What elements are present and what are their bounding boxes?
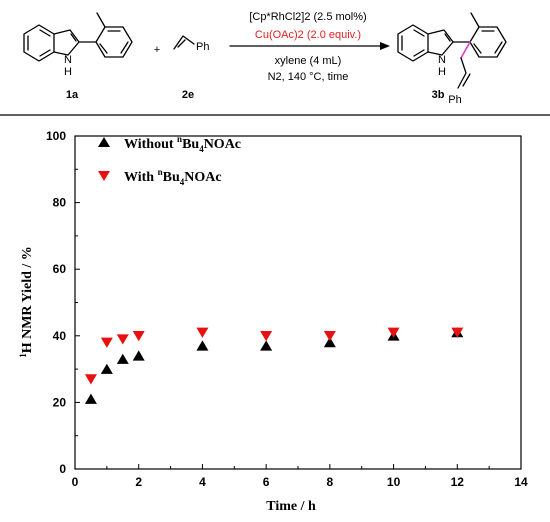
y-tick-label: 100	[46, 129, 66, 143]
catalyst-text: [Cp*RhCl2]2 (2.5 mol%)	[249, 11, 366, 23]
solvent-text: xylene (4 mL)	[275, 55, 342, 67]
point-with-nbu4noac	[196, 327, 209, 338]
reaction-scheme: N H 1a + Ph 2e [Cp*RhCl2]2 (2.5 mol%) Cu…	[23, 11, 507, 106]
x-tick-label: 2	[135, 475, 142, 489]
point-with-nbu4noac	[132, 331, 145, 342]
ph-label-3b: Ph	[448, 94, 461, 106]
point-with-nbu4noac	[84, 374, 97, 385]
point-with-nbu4noac	[260, 331, 273, 342]
y-tick-labels: 0 20 40 60 80 100	[46, 129, 66, 476]
ph-label-2e: Ph	[196, 41, 209, 53]
data-points	[84, 327, 464, 404]
compound-label-2e: 2e	[182, 89, 194, 101]
yield-chart: 0 2 4 6 8 10 12 14 0 20 40 60 80 100 Time / h 1H NMR…	[18, 129, 528, 514]
point-with-nbu4noac	[100, 337, 113, 348]
nh-h-label-3b: H	[438, 66, 446, 78]
compound-label-1a: 1a	[66, 89, 79, 101]
legend-label-with: With nBu4NOAc	[124, 167, 222, 187]
y-tick-label: 60	[53, 262, 67, 276]
legend-marker-triangle-up	[98, 137, 110, 147]
x-tick-label: 8	[327, 475, 334, 489]
point-with-nbu4noac	[451, 327, 464, 338]
plot-frame	[74, 135, 522, 470]
point-with-nbu4noac	[323, 331, 336, 342]
nh-n-label-3b: N	[438, 54, 446, 66]
chart-axes	[74, 135, 522, 470]
plus-sign: +	[154, 44, 160, 56]
x-tick-label: 14	[514, 475, 528, 489]
oxidant-text: Cu(OAc)2 (2.0 equiv.)	[255, 29, 361, 41]
structure-1a: N H	[23, 12, 133, 78]
structure-3b: N H Ph	[397, 12, 507, 106]
y-tick-label: 0	[59, 462, 66, 476]
x-tick-label: 12	[451, 475, 465, 489]
legend-entry-with: With nBu4NOAc	[98, 167, 222, 187]
reaction-arrow	[229, 42, 390, 50]
x-tick-label: 4	[199, 475, 206, 489]
y-tick-label: 40	[53, 329, 67, 343]
compound-label-3b: 3b	[432, 89, 445, 101]
x-tick-label: 0	[72, 475, 79, 489]
point-without-nbu4noac	[323, 337, 336, 348]
y-tick-label: 80	[53, 196, 67, 210]
structure-2e: Ph	[173, 35, 209, 53]
point-without-nbu4noac	[196, 340, 209, 351]
point-without-nbu4noac	[84, 393, 97, 404]
y-axis-title: 1H NMR Yield / %	[18, 246, 35, 358]
point-without-nbu4noac	[132, 350, 145, 361]
x-axis-title: Time / h	[266, 499, 316, 514]
conditions-text: N2, 140 °C, time	[268, 71, 349, 83]
x-tick-labels: 0 2 4 6 8 10 12 14	[72, 475, 528, 489]
legend-label-without: Without nBu4NOAc	[124, 134, 241, 154]
point-with-nbu4noac	[116, 334, 129, 345]
nh-h-label: H	[64, 66, 72, 78]
point-without-nbu4noac	[116, 353, 129, 364]
legend: Without nBu4NOAc With nBu4NOAc	[98, 134, 241, 187]
point-without-nbu4noac	[100, 363, 113, 374]
point-without-nbu4noac	[260, 340, 273, 351]
y-tick-label: 20	[53, 395, 67, 409]
legend-marker-triangle-down	[98, 171, 110, 181]
legend-entry-without: Without nBu4NOAc	[98, 134, 241, 154]
x-tick-label: 10	[387, 475, 401, 489]
point-with-nbu4noac	[387, 327, 400, 338]
x-tick-label: 6	[263, 475, 270, 489]
nh-n-label: N	[64, 54, 72, 66]
